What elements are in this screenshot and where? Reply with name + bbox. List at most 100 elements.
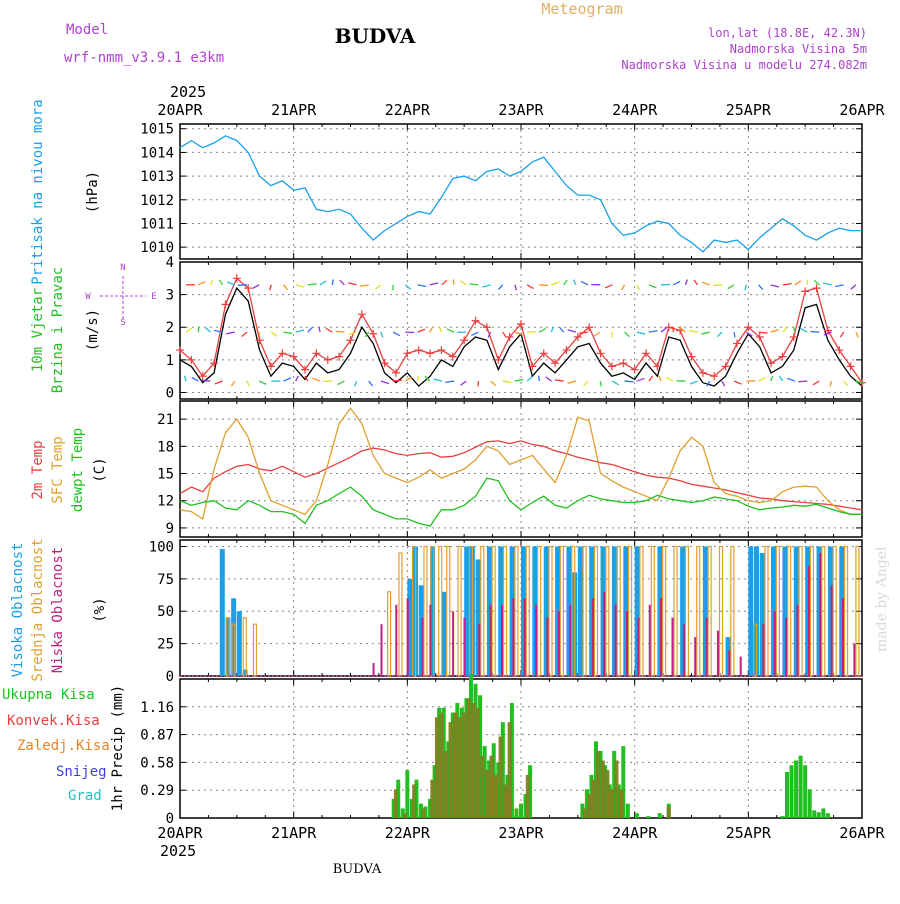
precip-bar-convective — [471, 703, 475, 818]
precip-bar-convective — [489, 756, 493, 818]
precip-bar-convective — [412, 784, 416, 818]
precip-bar-total — [794, 760, 798, 818]
wind-arrow — [405, 285, 410, 289]
wind-arrow — [702, 282, 710, 285]
wind-arrow — [813, 381, 819, 385]
wind-arrow — [579, 332, 588, 333]
cloud-bar-niska — [501, 605, 503, 676]
precip-bar-convective — [476, 708, 480, 818]
temp-title-2m: 2m Temp — [30, 440, 46, 499]
precip-bar-convective — [605, 770, 609, 818]
wind-arrow — [326, 328, 332, 332]
cloud-bar-visoka — [748, 546, 753, 676]
wind-arrow — [252, 285, 259, 289]
wind-gust-marker — [426, 349, 434, 357]
precip-bar-convective — [508, 722, 512, 818]
precip-bar-convective — [503, 784, 507, 818]
precip-bar-total — [635, 813, 639, 818]
wind-gust-marker — [369, 330, 377, 338]
precip-bar-total — [826, 813, 830, 818]
cloud-bar-niska — [819, 553, 821, 676]
wind-arrow — [527, 377, 532, 381]
wind-arrow — [661, 328, 666, 332]
temp-title-dewpt: dewpt Temp — [70, 428, 86, 512]
cloud-bar-srednja — [685, 546, 688, 676]
wind-arrow — [584, 381, 588, 386]
wind-arrow — [210, 280, 212, 285]
pressure-ytick-label: 1011 — [140, 216, 174, 232]
cloud-bar-srednja — [697, 546, 700, 676]
wind-arrow — [308, 284, 317, 285]
cloud-bar-niska — [671, 618, 673, 676]
cloud-bar-niska — [569, 605, 571, 676]
wind-gust-marker — [631, 366, 639, 374]
precip-bar-convective — [614, 760, 618, 818]
precip-legend-2: Zaledj.Kisa — [17, 738, 110, 754]
wind-gust-marker — [403, 349, 411, 357]
wind-arrow — [758, 332, 767, 333]
wind-arrow — [851, 285, 856, 289]
wind-arrow — [185, 376, 187, 381]
precip-bar-convective — [619, 789, 623, 818]
wind-arrow — [564, 280, 568, 285]
cloud-bar-niska — [592, 598, 594, 676]
wind-arrow — [728, 285, 734, 289]
wind-arrow — [430, 327, 433, 332]
wind-arrow — [226, 332, 235, 334]
wind-arrow — [734, 332, 735, 337]
wind-ytick-label: 1 — [166, 353, 174, 369]
wind-arrow — [430, 283, 438, 285]
wind-arrow — [689, 331, 698, 332]
wind-ytick-label: 2 — [166, 320, 174, 336]
model-elevation-text: Nadmorska Visina u modelu 274.082m — [621, 58, 867, 72]
wind-arrow — [482, 285, 490, 287]
clouds-ytick-label: 25 — [157, 637, 174, 653]
wind-gust-marker — [847, 362, 855, 370]
wind-arrow — [284, 378, 291, 381]
bottom-date-label: 25APR — [726, 824, 772, 842]
pressure-line-pritisak — [180, 136, 862, 252]
wind-gust-marker — [437, 346, 445, 354]
cloud-bar-niska — [524, 598, 526, 676]
year-bottom: 2025 — [160, 842, 196, 860]
precip-bar-total — [646, 816, 650, 818]
wind-arrow — [417, 329, 425, 332]
wind-title-1: 10m Vjetar — [30, 288, 46, 372]
panel-precip: 00.290.580.871.16 — [140, 674, 862, 827]
top-date-label: 24APR — [612, 101, 658, 119]
wind-arrow — [503, 381, 512, 383]
precip-bar-total — [790, 765, 794, 818]
cloud-bar-niska — [626, 611, 628, 676]
cloud-bar-srednja — [481, 546, 484, 676]
wind-gust-marker — [619, 359, 627, 367]
wind-arrow — [336, 331, 345, 332]
precip-bar-convective — [458, 717, 462, 818]
model-name: wrf-nmm_v3.9.1 e3km — [64, 50, 224, 66]
wind-arrow — [787, 378, 795, 381]
wind-arrow — [844, 381, 848, 386]
station-title: BUDVA — [335, 24, 416, 48]
compass-n: N — [120, 263, 125, 273]
precip-bar-total — [808, 789, 812, 818]
wind-arrow — [192, 377, 199, 381]
wind-arrow — [219, 280, 222, 285]
wind-ytick-label: 4 — [166, 255, 174, 271]
temperature-ytick-label: 9 — [166, 521, 174, 537]
wind-arrow — [779, 376, 783, 381]
precip-bar-convective — [526, 775, 530, 818]
precip-bar-convective — [435, 717, 439, 818]
cloud-bar-srednja — [526, 546, 529, 676]
wind-arrow — [637, 378, 645, 381]
cloud-bar-srednja — [388, 592, 391, 676]
cloud-bar-niska — [649, 605, 651, 676]
wind-arrow — [649, 331, 658, 332]
precip-bar-total — [785, 772, 789, 818]
wind-arrow — [605, 285, 612, 288]
bottom-date-label: 20APR — [157, 824, 203, 842]
wind-arrow — [734, 381, 741, 384]
wind-arrow — [568, 330, 576, 332]
cloud-unit: (%) — [92, 597, 108, 622]
bottom-date-label: 24APR — [612, 824, 658, 842]
